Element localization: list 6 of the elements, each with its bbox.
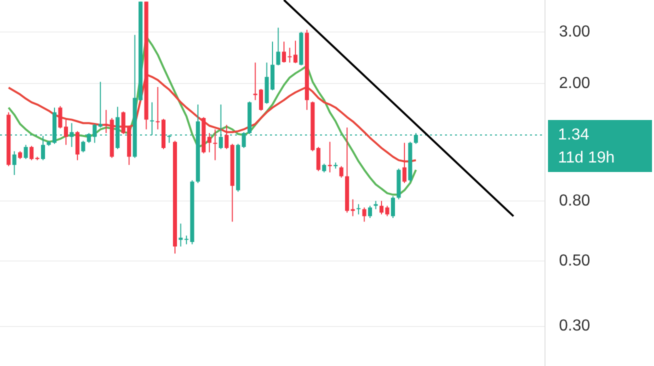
y-tick-label: 2.00 — [559, 75, 590, 92]
ref-line-label: 1.34 11d 19h — [558, 126, 615, 166]
y-tick-label: 0.80 — [559, 192, 590, 210]
y-tick-label: 3.00 — [559, 23, 590, 40]
y-tick-label: 0.50 — [559, 252, 590, 270]
y-tick-label: 0.30 — [559, 318, 590, 335]
